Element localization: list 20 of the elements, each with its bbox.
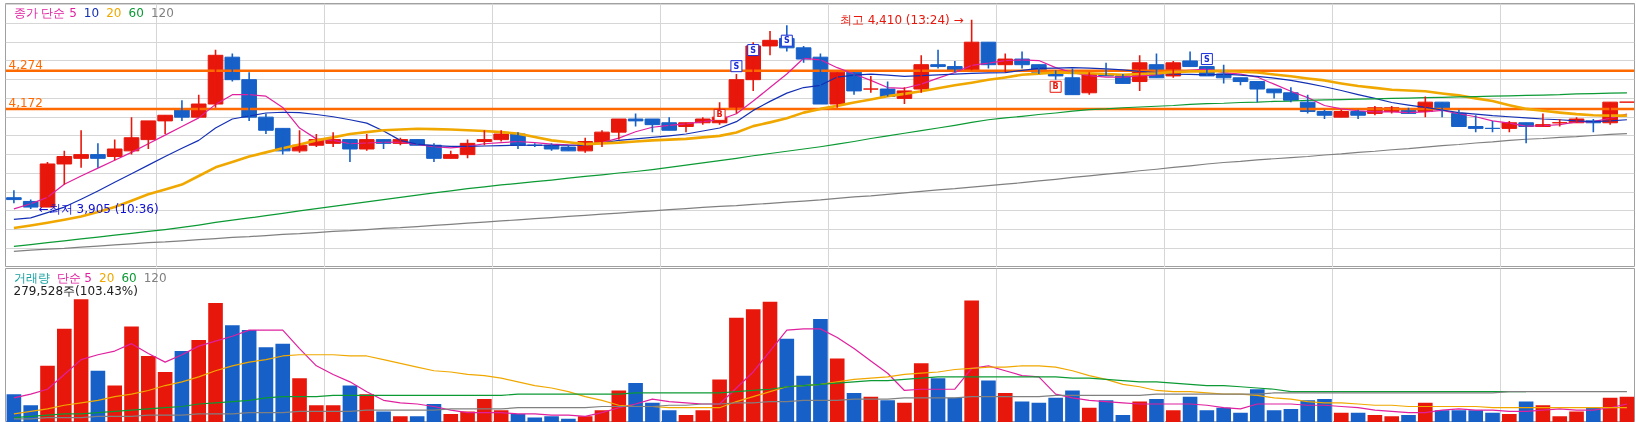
text: B	[1052, 82, 1059, 92]
series-label: S	[733, 61, 740, 71]
text: 120	[143, 271, 167, 285]
text: 20	[99, 271, 115, 285]
text: S	[783, 36, 790, 46]
ref-line-label: 4,274	[8, 57, 43, 72]
text: 단순 5	[56, 270, 92, 285]
text: 10	[83, 6, 100, 20]
chart-title: 거래량	[13, 270, 50, 285]
series-label: B	[716, 110, 723, 120]
text: 60	[121, 271, 137, 285]
ref-line-label: 4,172	[8, 95, 43, 110]
text: 20	[106, 6, 122, 20]
annotation: 최고 4,410 (13:24) →	[839, 12, 964, 27]
text: 60	[128, 6, 144, 20]
text: S	[1204, 54, 1210, 64]
text: 279,528주(103.43%)	[13, 283, 138, 298]
text: 120	[150, 6, 174, 20]
text: S	[750, 45, 757, 55]
text: 종가 단순 5	[13, 5, 77, 20]
